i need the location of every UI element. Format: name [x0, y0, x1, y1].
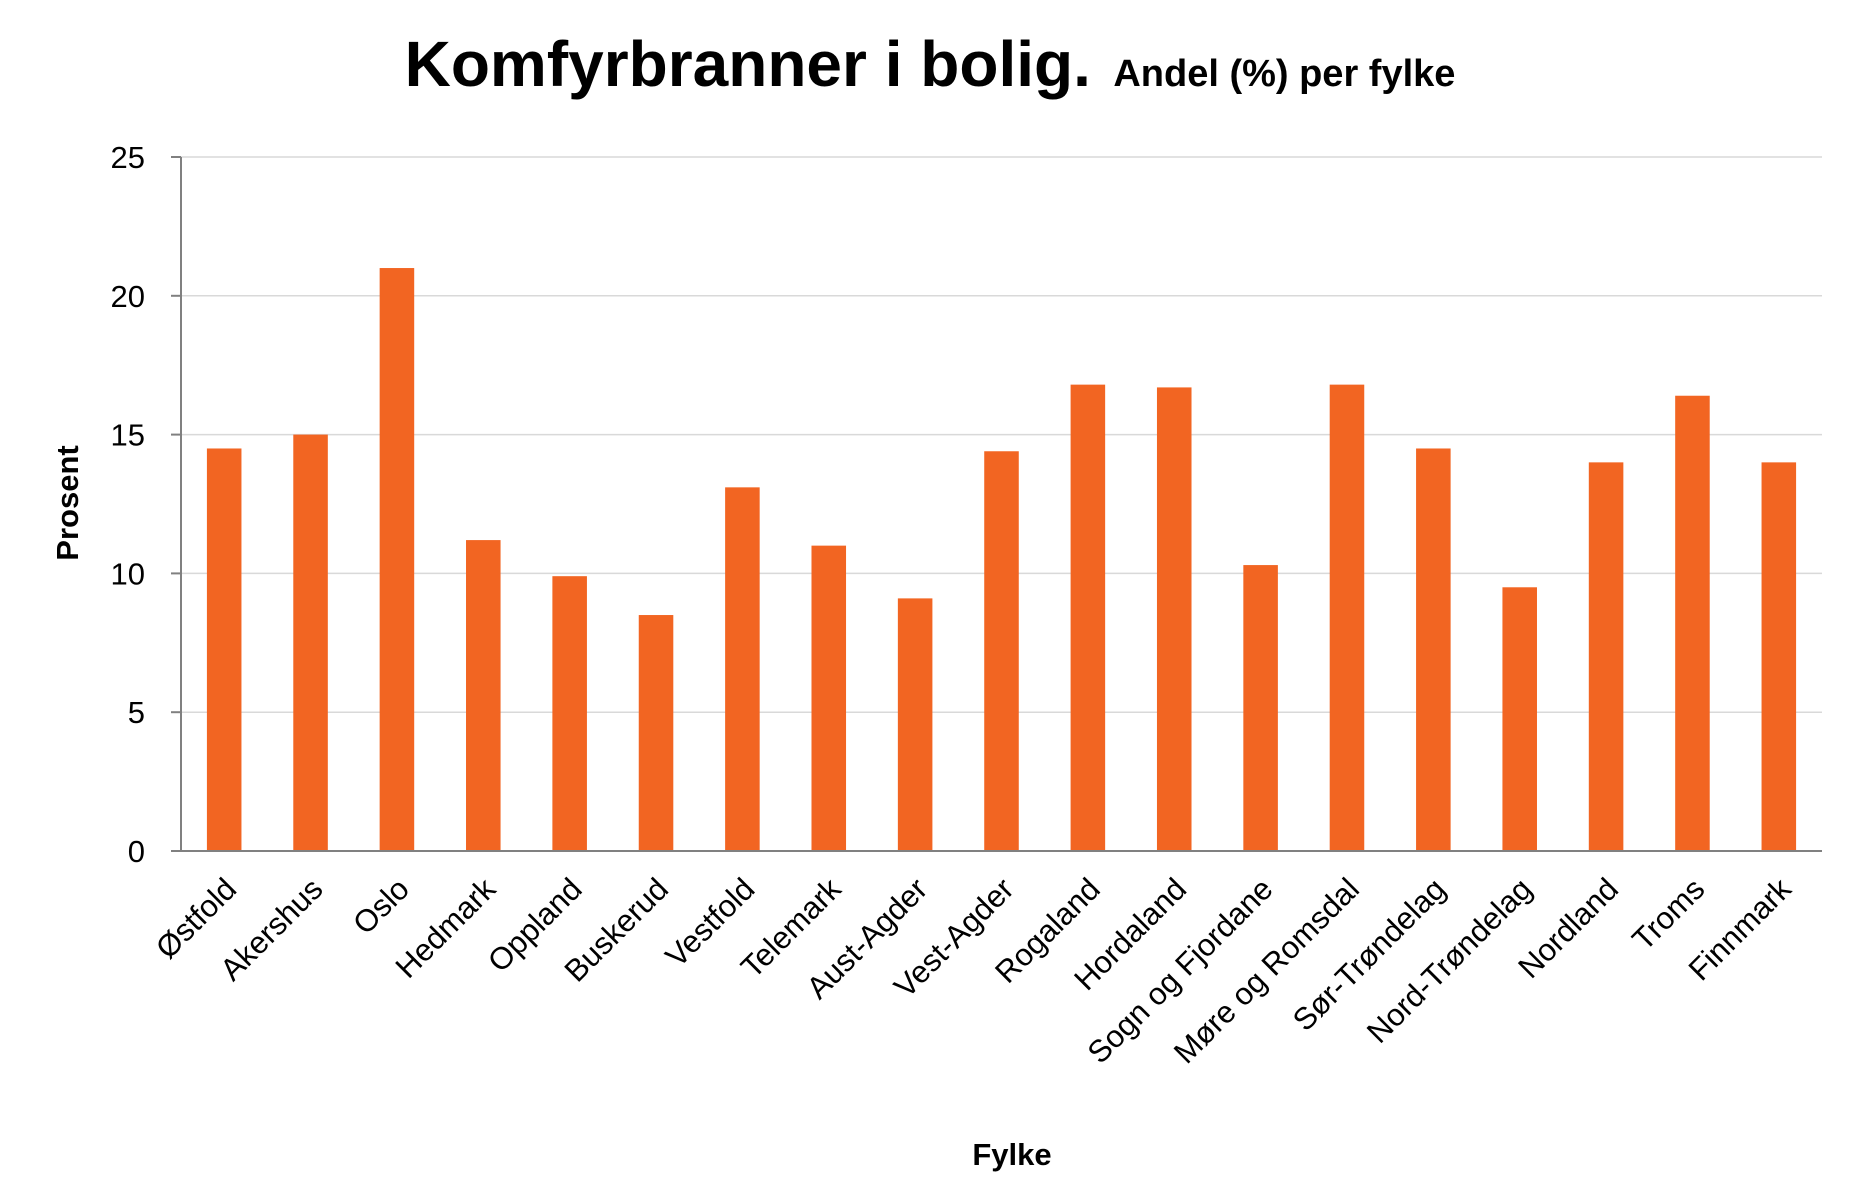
- y-tick-label: 5: [128, 695, 145, 730]
- bar: [1761, 462, 1797, 851]
- y-tick-label: 10: [111, 556, 145, 591]
- y-axis-title: Prosent: [50, 445, 85, 560]
- bar: [379, 268, 415, 851]
- y-tick-label: 15: [111, 418, 145, 453]
- x-axis-title: Fylke: [972, 1137, 1051, 1172]
- bar: [638, 615, 674, 851]
- bar: [293, 434, 328, 851]
- bar: [1070, 384, 1106, 851]
- bar: [984, 451, 1019, 851]
- chart-title-main: Komfyrbranner i bolig.: [405, 28, 1091, 100]
- bars: [206, 268, 1797, 851]
- y-tick-label: 25: [111, 140, 145, 175]
- bar: [552, 576, 587, 851]
- x-category-label: Sør-Trøndelag: [1286, 871, 1452, 1037]
- bar: [1416, 448, 1451, 851]
- bar: [897, 598, 933, 851]
- x-category-label: Oslo: [346, 871, 416, 941]
- bar: [1243, 565, 1278, 851]
- y-tick-label: 20: [111, 279, 145, 314]
- bar: [1329, 384, 1365, 851]
- chart-subtitle: Andel (%) per fylke: [1113, 53, 1455, 95]
- bar: [466, 540, 501, 851]
- svg-text:Komfyrbranner i bolig. A: Komfyrbranner i bolig. Andel (%) per fyl…: [405, 28, 1456, 100]
- bar: [1156, 387, 1192, 851]
- chart-title: Komfyrbranner i bolig. Andel (%) per fyl…: [405, 28, 1456, 100]
- bar: [206, 448, 242, 851]
- y-tick-labels: 0 5 10 15 20 25: [111, 140, 145, 869]
- bar: [1502, 587, 1537, 851]
- bar: [1588, 462, 1624, 851]
- bar: [1675, 395, 1710, 851]
- bar: [811, 545, 847, 851]
- bar: [725, 487, 760, 851]
- gridlines: [171, 156, 1822, 852]
- y-tick-label: 0: [128, 834, 145, 869]
- axes: [180, 157, 1822, 852]
